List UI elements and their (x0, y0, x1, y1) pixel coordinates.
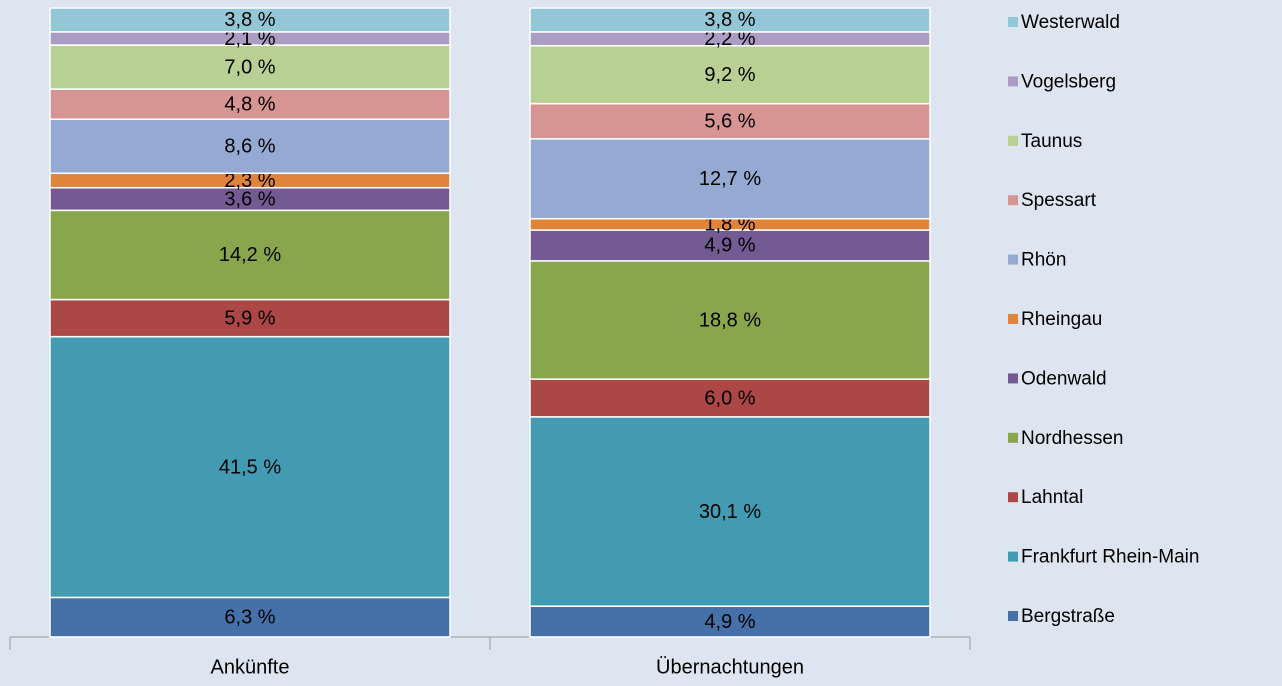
legend-swatch (1008, 492, 1018, 503)
bar-segment (529, 378, 931, 418)
data-label: 3,8 % (704, 9, 755, 31)
legend-label: Vogelsberg (1021, 71, 1116, 92)
data-label: 8,6 % (224, 136, 275, 158)
bar-segment (49, 596, 451, 638)
legend-swatch (1008, 17, 1018, 27)
data-label: 4,9 % (704, 235, 755, 257)
data-label: 41,5 % (219, 456, 281, 478)
bar-segment (49, 209, 451, 301)
legend-label: Lahntal (1021, 487, 1083, 508)
x-tick-label: Ankünfte (211, 656, 290, 678)
legend-swatch (1008, 76, 1018, 87)
legend-swatch (1008, 611, 1018, 621)
data-label: 5,9 % (224, 307, 275, 329)
bar-segment (49, 118, 451, 175)
legend-swatch (1008, 551, 1018, 562)
data-label: 9,2 % (704, 64, 755, 86)
legend-label: Rheingau (1021, 309, 1102, 330)
legend-label: Odenwald (1021, 368, 1107, 389)
legend-swatch (1008, 314, 1018, 324)
data-label: 3,8 % (224, 9, 275, 31)
bar-segment (529, 102, 931, 140)
data-label: 30,1 % (699, 501, 761, 523)
legend-label: Frankfurt Rhein-Main (1021, 547, 1199, 568)
bar-segment (529, 416, 931, 607)
bar-segment (529, 7, 931, 33)
data-label: 3,6 % (224, 188, 275, 210)
data-label: 18,8 % (699, 309, 761, 331)
data-label: 6,3 % (224, 606, 275, 628)
legend-swatch (1008, 254, 1018, 265)
bar-segment (529, 605, 931, 638)
data-label: 4,8 % (224, 93, 275, 115)
data-label: 7,0 % (224, 56, 275, 78)
legend-swatch (1008, 195, 1018, 206)
legend-label: Bergstraße (1021, 606, 1115, 627)
data-label: 2,1 % (224, 28, 275, 50)
bar-segment (529, 44, 931, 105)
data-label: 12,7 % (699, 168, 761, 190)
x-tick-label: Übernachtungen (656, 656, 804, 678)
bar-segment (49, 7, 451, 33)
bar-segment (49, 335, 451, 599)
legend-swatch (1008, 135, 1018, 146)
legend-swatch (1008, 373, 1018, 384)
data-label: 2,2 % (704, 28, 755, 50)
data-label: 2,3 % (224, 170, 275, 192)
legend-label: Spessart (1021, 190, 1097, 211)
legend-label: Taunus (1021, 131, 1082, 152)
legend-label: Westerwald (1021, 12, 1120, 33)
bar-segment (529, 138, 931, 220)
legend-label: Nordhessen (1021, 428, 1123, 449)
legend-label: Rhön (1021, 250, 1066, 271)
data-label: 5,6 % (704, 111, 755, 133)
legend-swatch (1008, 432, 1018, 443)
data-label: 6,0 % (704, 387, 755, 409)
bar-segment (49, 44, 451, 90)
data-label: 14,2 % (219, 244, 281, 266)
data-label: 4,9 % (704, 611, 755, 633)
